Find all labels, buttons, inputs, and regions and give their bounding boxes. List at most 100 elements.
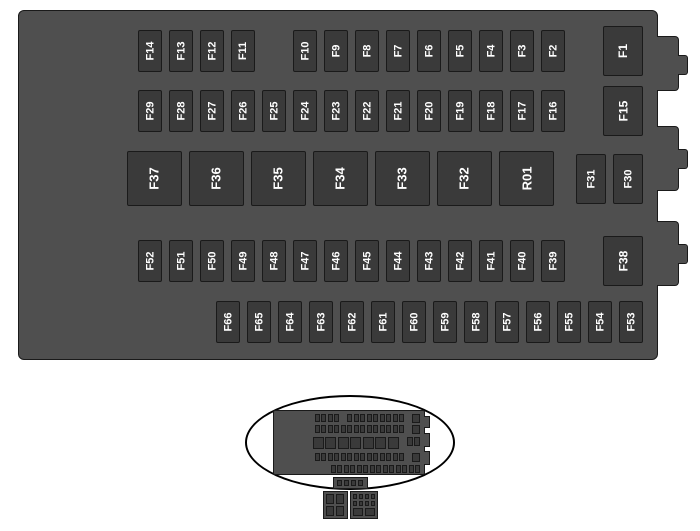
fuse-label: F49 xyxy=(237,252,249,271)
mini-slot xyxy=(373,453,378,461)
fuse-f14: F14 xyxy=(138,30,162,72)
fuse-label: F58 xyxy=(470,313,482,332)
fuse-label: F15 xyxy=(616,101,630,122)
fuse-label: F10 xyxy=(299,42,311,61)
fuse-label: F36 xyxy=(209,167,224,189)
mini-slot xyxy=(321,425,326,433)
fuse-f16: F16 xyxy=(541,90,565,132)
fuse-f31: F31 xyxy=(576,154,606,204)
mini-slot xyxy=(326,494,334,504)
fuse-f50: F50 xyxy=(200,240,224,282)
mini-row xyxy=(278,465,420,473)
mini-connector xyxy=(424,451,430,465)
mini-slot xyxy=(365,501,369,506)
fuse-f44: F44 xyxy=(386,240,410,282)
connector-tab xyxy=(657,126,679,191)
fuse-f33: F33 xyxy=(375,151,430,206)
fuse-f51: F51 xyxy=(169,240,193,282)
fuse-r01: R01 xyxy=(499,151,554,206)
mini-slot xyxy=(412,414,420,423)
mini-slot xyxy=(359,494,363,499)
mini-slot xyxy=(325,437,336,449)
fuse-label: F37 xyxy=(147,167,162,189)
mini-slot xyxy=(371,494,375,499)
fuse-label: F4 xyxy=(485,45,497,58)
fuse-f20: F20 xyxy=(417,90,441,132)
fuse-f59: F59 xyxy=(433,301,457,343)
mini-slot xyxy=(341,453,346,461)
mini-slot xyxy=(337,480,342,486)
fuse-label: F39 xyxy=(547,252,559,271)
fuse-f4: F4 xyxy=(479,30,503,72)
fuse-f63: F63 xyxy=(309,301,333,343)
connector-tab xyxy=(657,36,679,91)
fuse-label: F53 xyxy=(625,313,637,332)
fuse-f55: F55 xyxy=(557,301,581,343)
mini-slot xyxy=(313,437,324,449)
fuse-label: F31 xyxy=(585,169,597,188)
mini-slot xyxy=(409,465,414,473)
fuse-f29: F29 xyxy=(138,90,162,132)
fuse-label: F51 xyxy=(175,252,187,271)
mini-slot xyxy=(363,437,374,449)
fuse-f42: F42 xyxy=(448,240,472,282)
mini-slot xyxy=(373,414,378,422)
mini-slot xyxy=(353,494,357,499)
fuse-f5: F5 xyxy=(448,30,472,72)
fuse-label: F64 xyxy=(284,313,296,332)
fuse-f48: F48 xyxy=(262,240,286,282)
mini-slot xyxy=(396,465,401,473)
mini-slot xyxy=(331,465,336,473)
fuse-f34: F34 xyxy=(313,151,368,206)
fuse-label: F57 xyxy=(501,313,513,332)
mini-slot xyxy=(360,453,365,461)
fuse-f28: F28 xyxy=(169,90,193,132)
mini-slot xyxy=(328,453,333,461)
fuse-label: F45 xyxy=(361,252,373,271)
fuse-label: F25 xyxy=(268,102,280,121)
mini-slot xyxy=(376,465,381,473)
fuse-label: F6 xyxy=(423,45,435,58)
fuse-label: F55 xyxy=(563,313,575,332)
fuse-label: F66 xyxy=(222,313,234,332)
mini-slot xyxy=(375,437,386,449)
mini-slot xyxy=(328,425,333,433)
fuse-label: F5 xyxy=(454,45,466,58)
fuse-label: F43 xyxy=(423,252,435,271)
fuse-label: F60 xyxy=(408,313,420,332)
mini-slot xyxy=(380,414,385,422)
fuse-f57: F57 xyxy=(495,301,519,343)
fuse-f61: F61 xyxy=(371,301,395,343)
fuse-f13: F13 xyxy=(169,30,193,72)
fuse-f65: F65 xyxy=(247,301,271,343)
fuse-row-4: F38F39F40F41F42F43F44F45F46F47F48F49F50F… xyxy=(19,236,657,286)
mini-slot xyxy=(326,506,334,516)
mini-slot xyxy=(393,453,398,461)
mini-slot xyxy=(315,425,320,433)
connector-nub xyxy=(678,55,688,75)
fuse-f41: F41 xyxy=(479,240,503,282)
mini-slot xyxy=(371,501,375,506)
mini-slot xyxy=(354,453,359,461)
mini-slot xyxy=(402,465,407,473)
mini-slot xyxy=(334,453,339,461)
mini-row xyxy=(278,414,420,423)
fuse-label: F63 xyxy=(315,313,327,332)
fuse-label: F11 xyxy=(237,42,249,60)
fuse-f8: F8 xyxy=(355,30,379,72)
fuse-label: F9 xyxy=(330,45,342,58)
fuse-f37: F37 xyxy=(127,151,182,206)
mini-slot xyxy=(412,425,420,434)
mini-slot xyxy=(412,453,420,462)
fuse-f11: F11 xyxy=(231,30,255,72)
fuse-f60: F60 xyxy=(402,301,426,343)
mini-slot xyxy=(354,425,359,433)
fuse-f23: F23 xyxy=(324,90,348,132)
mini-slot xyxy=(373,425,378,433)
mini-slot xyxy=(370,465,375,473)
mini-slot xyxy=(338,437,349,449)
fuse-f9: F9 xyxy=(324,30,348,72)
fuse-f49: F49 xyxy=(231,240,255,282)
fuse-label: F62 xyxy=(346,313,358,332)
fuse-label: F24 xyxy=(299,102,311,121)
